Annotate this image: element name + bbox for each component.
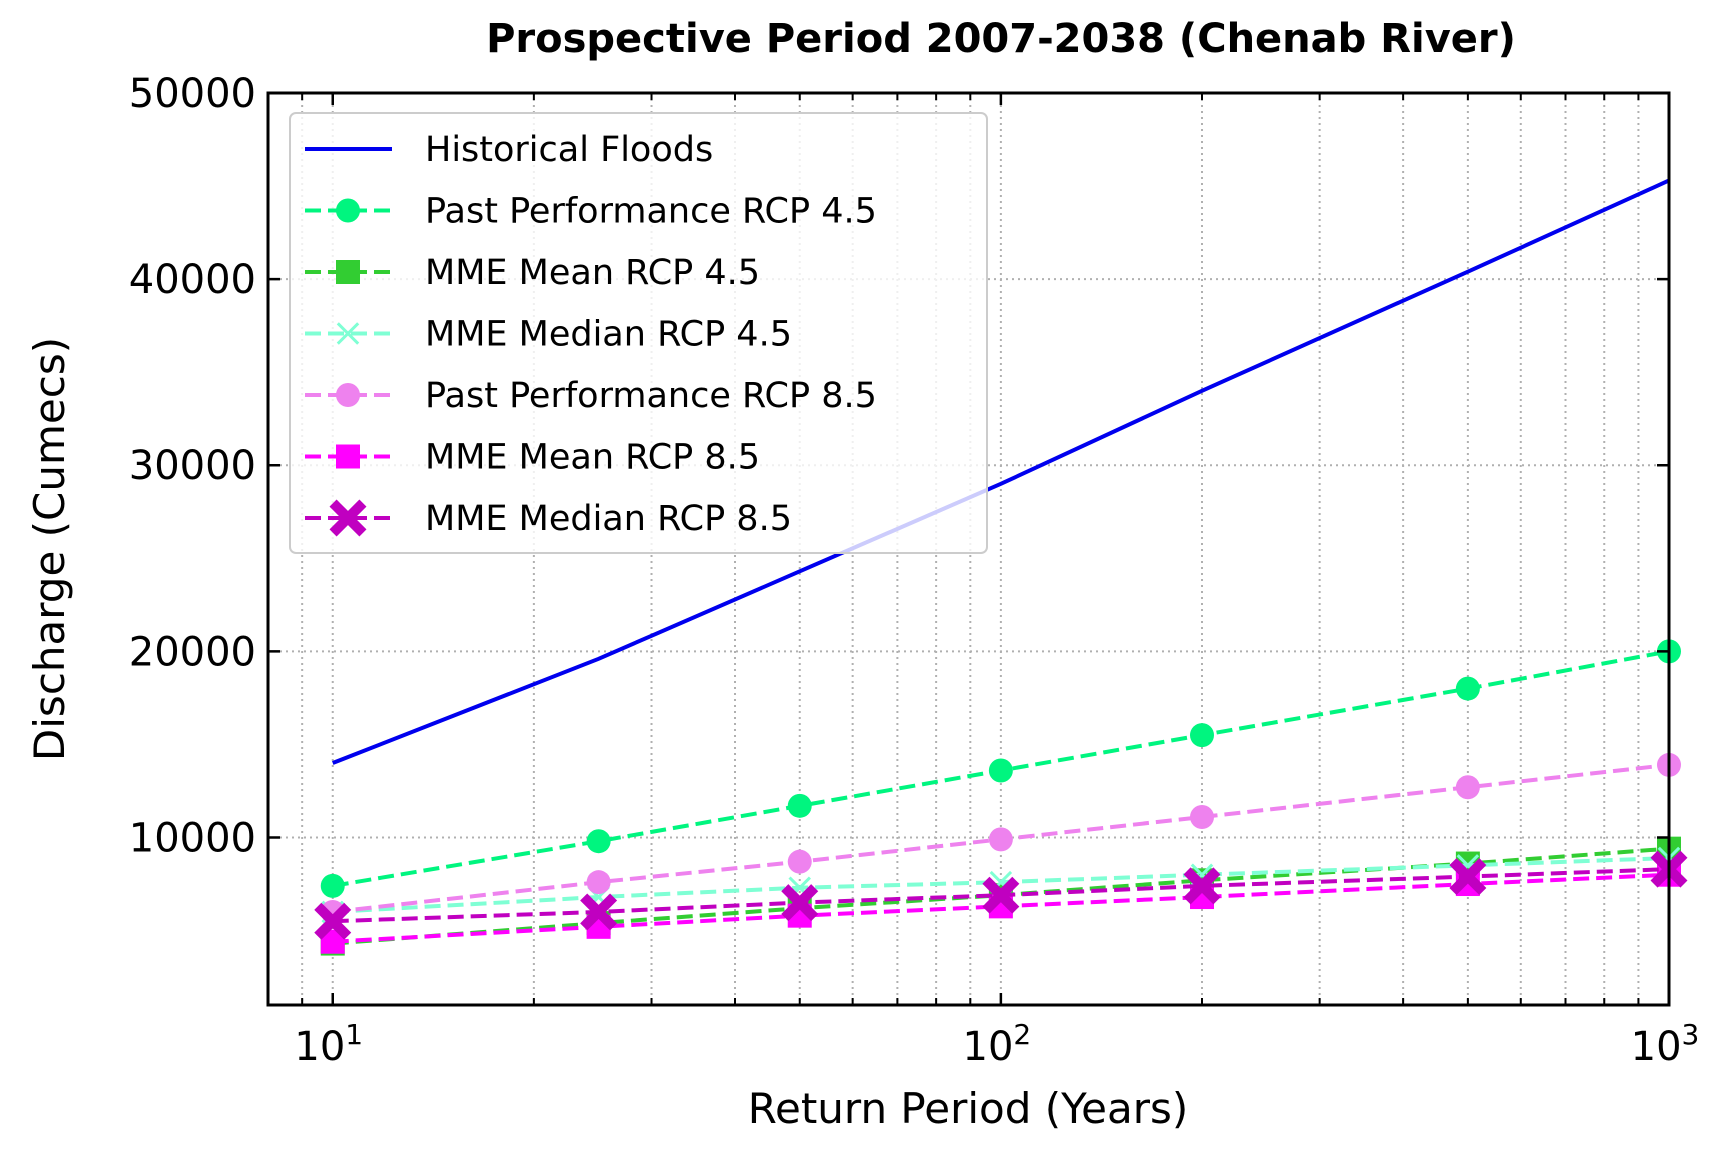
data-point [982,876,1020,914]
legend-label: MME Mean RCP 4.5 [425,253,760,293]
legend-marker [336,444,360,469]
y-tick-label: 40000 [129,257,256,303]
chart-title: Prospective Period 2007-2038 (Chenab Riv… [486,16,1516,62]
axes: 101 102 103 10000 20000 30000 40000 50000 [129,71,1700,1070]
data-point [586,870,611,895]
data-point [320,873,345,898]
y-tick-label: 20000 [129,629,256,675]
y-tick-label: 30000 [129,443,256,489]
data-point [580,893,618,931]
series-5 [320,752,1681,924]
data-point [314,902,352,940]
data-point [988,827,1013,852]
legend-label: Past Performance RCP 8.5 [425,376,877,416]
legend-box [289,112,988,554]
legend-label: MME Median RCP 4.5 [425,315,792,355]
data-point [1190,723,1214,748]
legend-label: MME Median RCP 8.5 [425,499,792,539]
legend-item: MME Mean RCP 4.5 [305,253,760,293]
series-7 [314,850,1688,940]
legend: Historical Floods Past Performance RCP 4.… [289,112,988,554]
x-tick-label: 101 [294,1018,363,1070]
series-line [332,178,1670,765]
legend-item: Past Performance RCP 4.5 [305,192,877,232]
data-point [1455,676,1480,701]
data-point [1190,805,1214,830]
legend-label: Past Performance RCP 4.5 [425,192,877,232]
legend-marker [336,260,360,284]
legend-item: MME Median RCP 8.5 [305,499,792,539]
data-point [787,793,812,818]
legend-label: Historical Floods [425,130,713,170]
data-point [1183,867,1221,905]
legend-item: Past Performance RCP 8.5 [305,376,877,416]
legend-label: MME Mean RCP 8.5 [425,438,760,478]
y-axis-label: Discharge (Cumecs) [25,337,74,761]
data-point [586,829,611,854]
x-axis-label: Return Period (Years) [748,1084,1189,1133]
data-point [1455,775,1480,800]
series-layer [314,178,1688,956]
legend-marker [329,499,367,537]
x-tick-label: 102 [963,1018,1032,1070]
legend-item: Historical Floods [305,130,713,170]
y-tick-label: 10000 [129,815,256,861]
x-tick-label: 103 [1631,1018,1700,1070]
data-point [781,884,819,922]
series-1 [332,178,1670,765]
data-point [988,758,1013,783]
legend-marker [336,198,360,223]
plot-frame [266,91,1671,1007]
data-point [787,849,812,874]
legend-marker [336,383,360,407]
legend-item: MME Mean RCP 8.5 [305,438,760,478]
data-point [1449,858,1487,896]
y-tick-label: 50000 [129,71,256,117]
legend-item: MME Median RCP 4.5 [305,315,792,355]
legend-marker [336,322,360,345]
